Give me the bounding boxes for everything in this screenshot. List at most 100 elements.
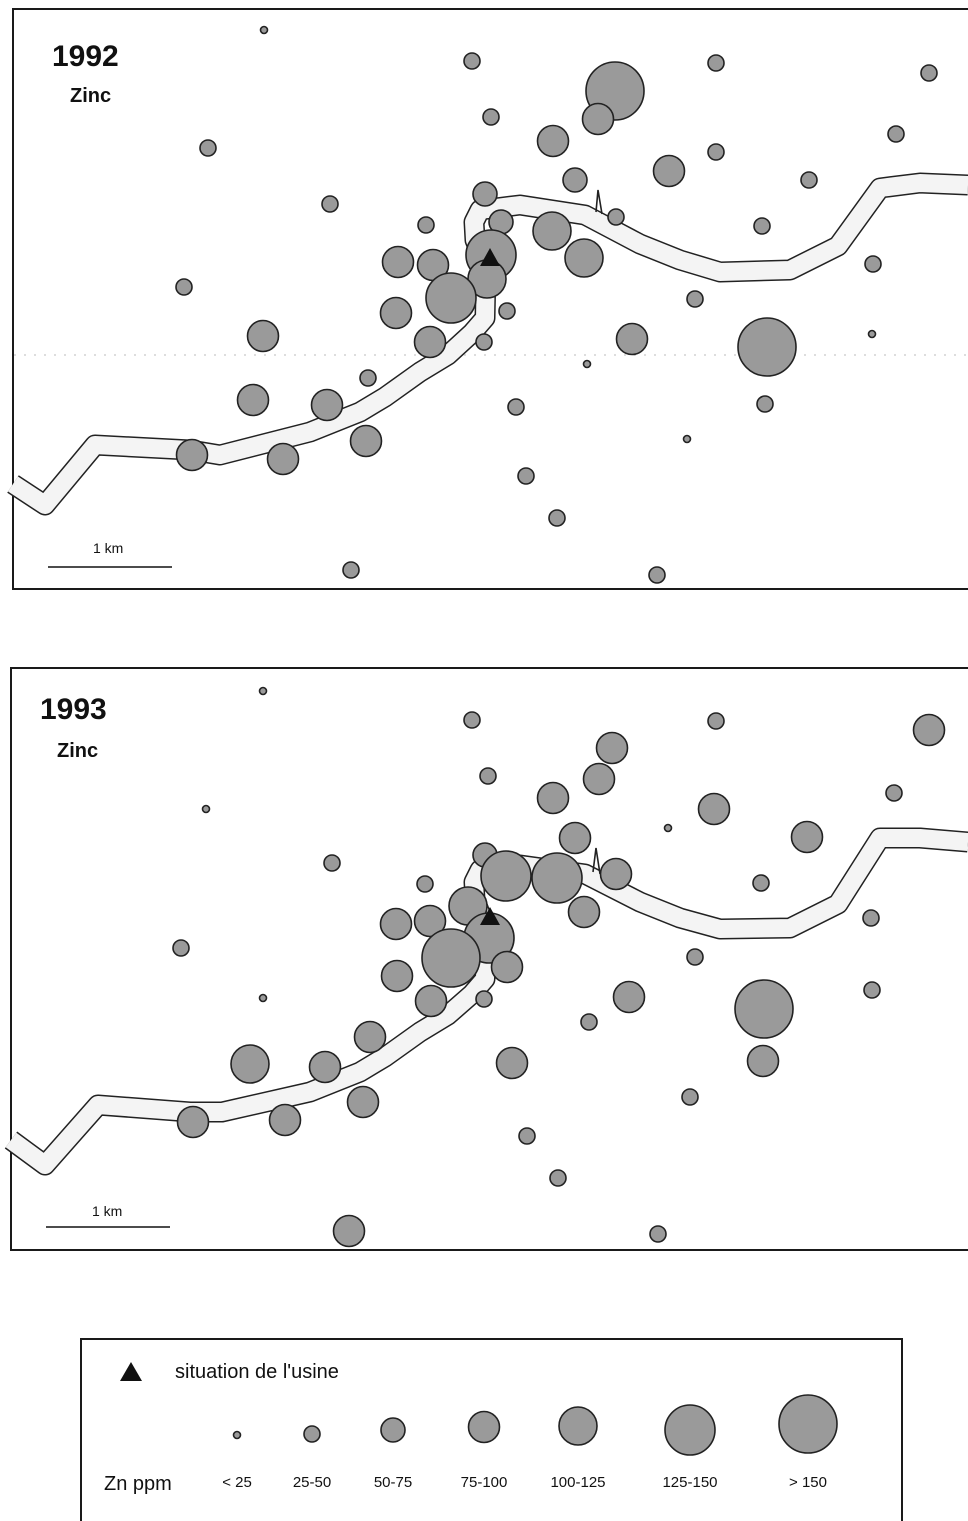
sample-point: [536, 124, 570, 158]
sample-point: [308, 1050, 342, 1084]
map-1993-year: 1993: [40, 693, 107, 726]
legend-symbol: [303, 1425, 321, 1443]
sample-point: [649, 1225, 667, 1243]
sample-point: [752, 874, 770, 892]
legend-factory-icon: [120, 1362, 142, 1381]
map-1992-year: 1992: [52, 40, 119, 73]
legend-class-label: 25-50: [293, 1474, 331, 1491]
sample-point: [201, 804, 211, 814]
map-1992-factory-marker: [480, 248, 500, 266]
sample-point: [268, 1103, 302, 1137]
sample-point: [567, 895, 601, 929]
legend-class-label: 125-150: [662, 1474, 717, 1491]
sample-point: [864, 255, 882, 273]
sample-point: [532, 211, 572, 251]
sample-point: [379, 907, 413, 941]
sample-point: [413, 904, 447, 938]
sample-point: [479, 767, 497, 785]
sample-point: [558, 821, 592, 855]
sample-point: [549, 1169, 567, 1187]
sample-point: [425, 272, 477, 324]
legend-symbol: [664, 1404, 716, 1456]
sample-point: [199, 139, 217, 157]
sample-point: [416, 875, 434, 893]
sample-point: [518, 1127, 536, 1145]
sample-point: [507, 398, 525, 416]
map-1993-samples: [172, 686, 946, 1248]
sample-point: [652, 154, 686, 188]
sample-point: [648, 566, 666, 584]
sample-point: [175, 438, 209, 472]
sample-point: [346, 1085, 380, 1119]
legend-symbol: [778, 1394, 838, 1454]
sample-point: [475, 990, 493, 1008]
sample-point: [536, 781, 570, 815]
sample-point: [259, 25, 269, 35]
sample-point: [707, 54, 725, 72]
sample-point: [266, 442, 300, 476]
sample-point: [686, 290, 704, 308]
sample-point: [790, 820, 824, 854]
legend-class-label: < 25: [222, 1474, 252, 1491]
sample-point: [548, 509, 566, 527]
sample-point: [230, 1044, 270, 1084]
sample-point: [495, 1046, 529, 1080]
sample-point: [867, 329, 877, 339]
sample-point: [564, 238, 604, 278]
sample-point: [582, 762, 616, 796]
legend-factory-label: situation de l'usine: [175, 1361, 339, 1383]
sample-point: [582, 359, 592, 369]
map-1992-samples: [175, 25, 938, 584]
sample-point: [172, 939, 190, 957]
sample-point: [381, 245, 415, 279]
sample-point: [175, 278, 193, 296]
sample-point: [380, 959, 414, 993]
legend-classes: < 25 25-50 50-75 75-100 100-125 125-150 > 150: [222, 1474, 827, 1491]
sample-point: [707, 143, 725, 161]
map-1992: 1992 Zinc 1 km: [7, 8, 968, 590]
sample-point: [463, 711, 481, 729]
sample-point: [599, 857, 633, 891]
sample-point: [681, 1088, 699, 1106]
map-1993-factory-marker: [480, 907, 500, 925]
legend-class-label: 75-100: [461, 1474, 508, 1491]
legend-symbols: [232, 1394, 838, 1456]
sample-point: [321, 195, 339, 213]
sample-point: [607, 208, 625, 226]
sample-point: [734, 979, 794, 1039]
sample-point: [912, 713, 946, 747]
map-1993-metal: Zinc: [57, 740, 98, 762]
sample-point: [359, 369, 377, 387]
sample-point: [482, 108, 500, 126]
sample-point: [349, 424, 383, 458]
map-1992-metal: Zinc: [70, 85, 111, 107]
sample-point: [517, 467, 535, 485]
legend-symbol: [232, 1430, 242, 1440]
sample-point: [176, 1105, 210, 1139]
legend-unit-label: Zn ppm: [104, 1473, 172, 1495]
sample-point: [756, 395, 774, 413]
sample-point: [663, 823, 673, 833]
sample-point: [615, 322, 649, 356]
sample-point: [332, 1214, 366, 1248]
sample-point: [490, 950, 524, 984]
legend-class-label: 50-75: [374, 1474, 412, 1491]
sample-point: [379, 296, 413, 330]
sample-point: [342, 561, 360, 579]
sample-point: [475, 333, 493, 351]
legend: situation de l'usine Zn ppm < 25 25-50 50-…: [80, 1338, 903, 1521]
sample-point: [707, 712, 725, 730]
sample-point: [472, 181, 498, 207]
sample-point: [310, 388, 344, 422]
legend-symbol: [467, 1410, 501, 1444]
sample-point: [414, 984, 448, 1018]
sample-point: [246, 319, 280, 353]
sample-point: [595, 731, 629, 765]
sample-point: [413, 325, 447, 359]
sample-point: [800, 171, 818, 189]
sample-point: [697, 792, 731, 826]
sample-point: [562, 167, 588, 193]
legend-symbol: [558, 1406, 598, 1446]
sample-point: [581, 102, 615, 136]
